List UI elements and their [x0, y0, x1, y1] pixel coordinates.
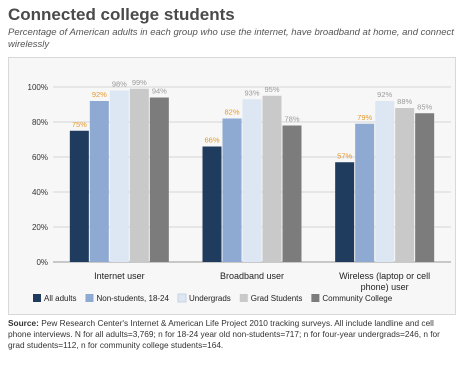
- bar: [129, 88, 149, 262]
- bar: [202, 146, 222, 262]
- bar: [149, 97, 169, 262]
- x-tick-label: phone) user: [361, 282, 409, 292]
- data-label: 57%: [337, 151, 352, 160]
- bar: [222, 118, 242, 262]
- data-label: 93%: [244, 88, 259, 97]
- data-label: 99%: [132, 78, 147, 87]
- y-tick-label: 60%: [32, 153, 48, 162]
- bar: [242, 99, 262, 262]
- y-tick-label: 40%: [32, 188, 48, 197]
- bar: [262, 95, 282, 262]
- data-label: 92%: [92, 90, 107, 99]
- legend-swatch: [311, 294, 320, 302]
- legend-label: Community College: [322, 294, 392, 303]
- legend-swatch: [85, 294, 94, 302]
- bar: [69, 130, 89, 262]
- bar: [335, 162, 355, 262]
- y-tick-label: 0%: [36, 258, 48, 267]
- source-text: Pew Research Center's Internet & America…: [8, 318, 440, 350]
- data-label: 79%: [357, 113, 372, 122]
- chart-panel: 0% 20% 40% 60% 80% 100% 75% 92% 98% 99% 94% Interne…: [8, 57, 456, 315]
- bar: [109, 90, 129, 262]
- legend-label: Undergrads: [189, 294, 231, 303]
- bar: [395, 108, 415, 262]
- source-label: Source:: [8, 318, 39, 328]
- chart-title: Connected college students: [8, 5, 235, 24]
- data-label: 94%: [152, 87, 167, 96]
- bar: [89, 101, 109, 262]
- bar: [355, 123, 375, 262]
- data-label: 88%: [397, 97, 412, 106]
- chart-subtitle: Percentage of American adults in each gr…: [8, 27, 454, 50]
- y-tick-label: 100%: [28, 83, 48, 92]
- bar: [415, 113, 435, 262]
- legend-label: All adults: [44, 294, 76, 303]
- bar: [282, 125, 302, 262]
- data-label: 82%: [224, 108, 239, 117]
- y-tick-label: 20%: [32, 223, 48, 232]
- bar-chart: 0% 20% 40% 60% 80% 100% 75% 92% 98% 99% 94% Interne…: [28, 78, 451, 303]
- data-label: 78%: [284, 115, 299, 124]
- data-label: 75%: [72, 120, 87, 129]
- data-label: 85%: [417, 102, 432, 111]
- y-tick-label: 80%: [32, 118, 48, 127]
- bar: [375, 101, 395, 262]
- data-label: 92%: [377, 90, 392, 99]
- legend-swatch: [177, 293, 187, 303]
- legend-label: Non-students, 18-24: [96, 294, 169, 303]
- x-tick-label: Internet user: [94, 271, 145, 281]
- x-tick-label: Broadband user: [220, 271, 284, 281]
- x-tick-label: Wireless (laptop or cell: [339, 271, 430, 281]
- legend-swatch: [239, 294, 248, 302]
- data-label: 95%: [264, 85, 279, 94]
- legend-swatch: [33, 294, 41, 302]
- data-label: 98%: [112, 80, 127, 89]
- source-note: Source: Pew Research Center's Internet &…: [8, 318, 454, 351]
- legend-label: Grad Students: [251, 294, 303, 303]
- data-label: 66%: [204, 136, 219, 145]
